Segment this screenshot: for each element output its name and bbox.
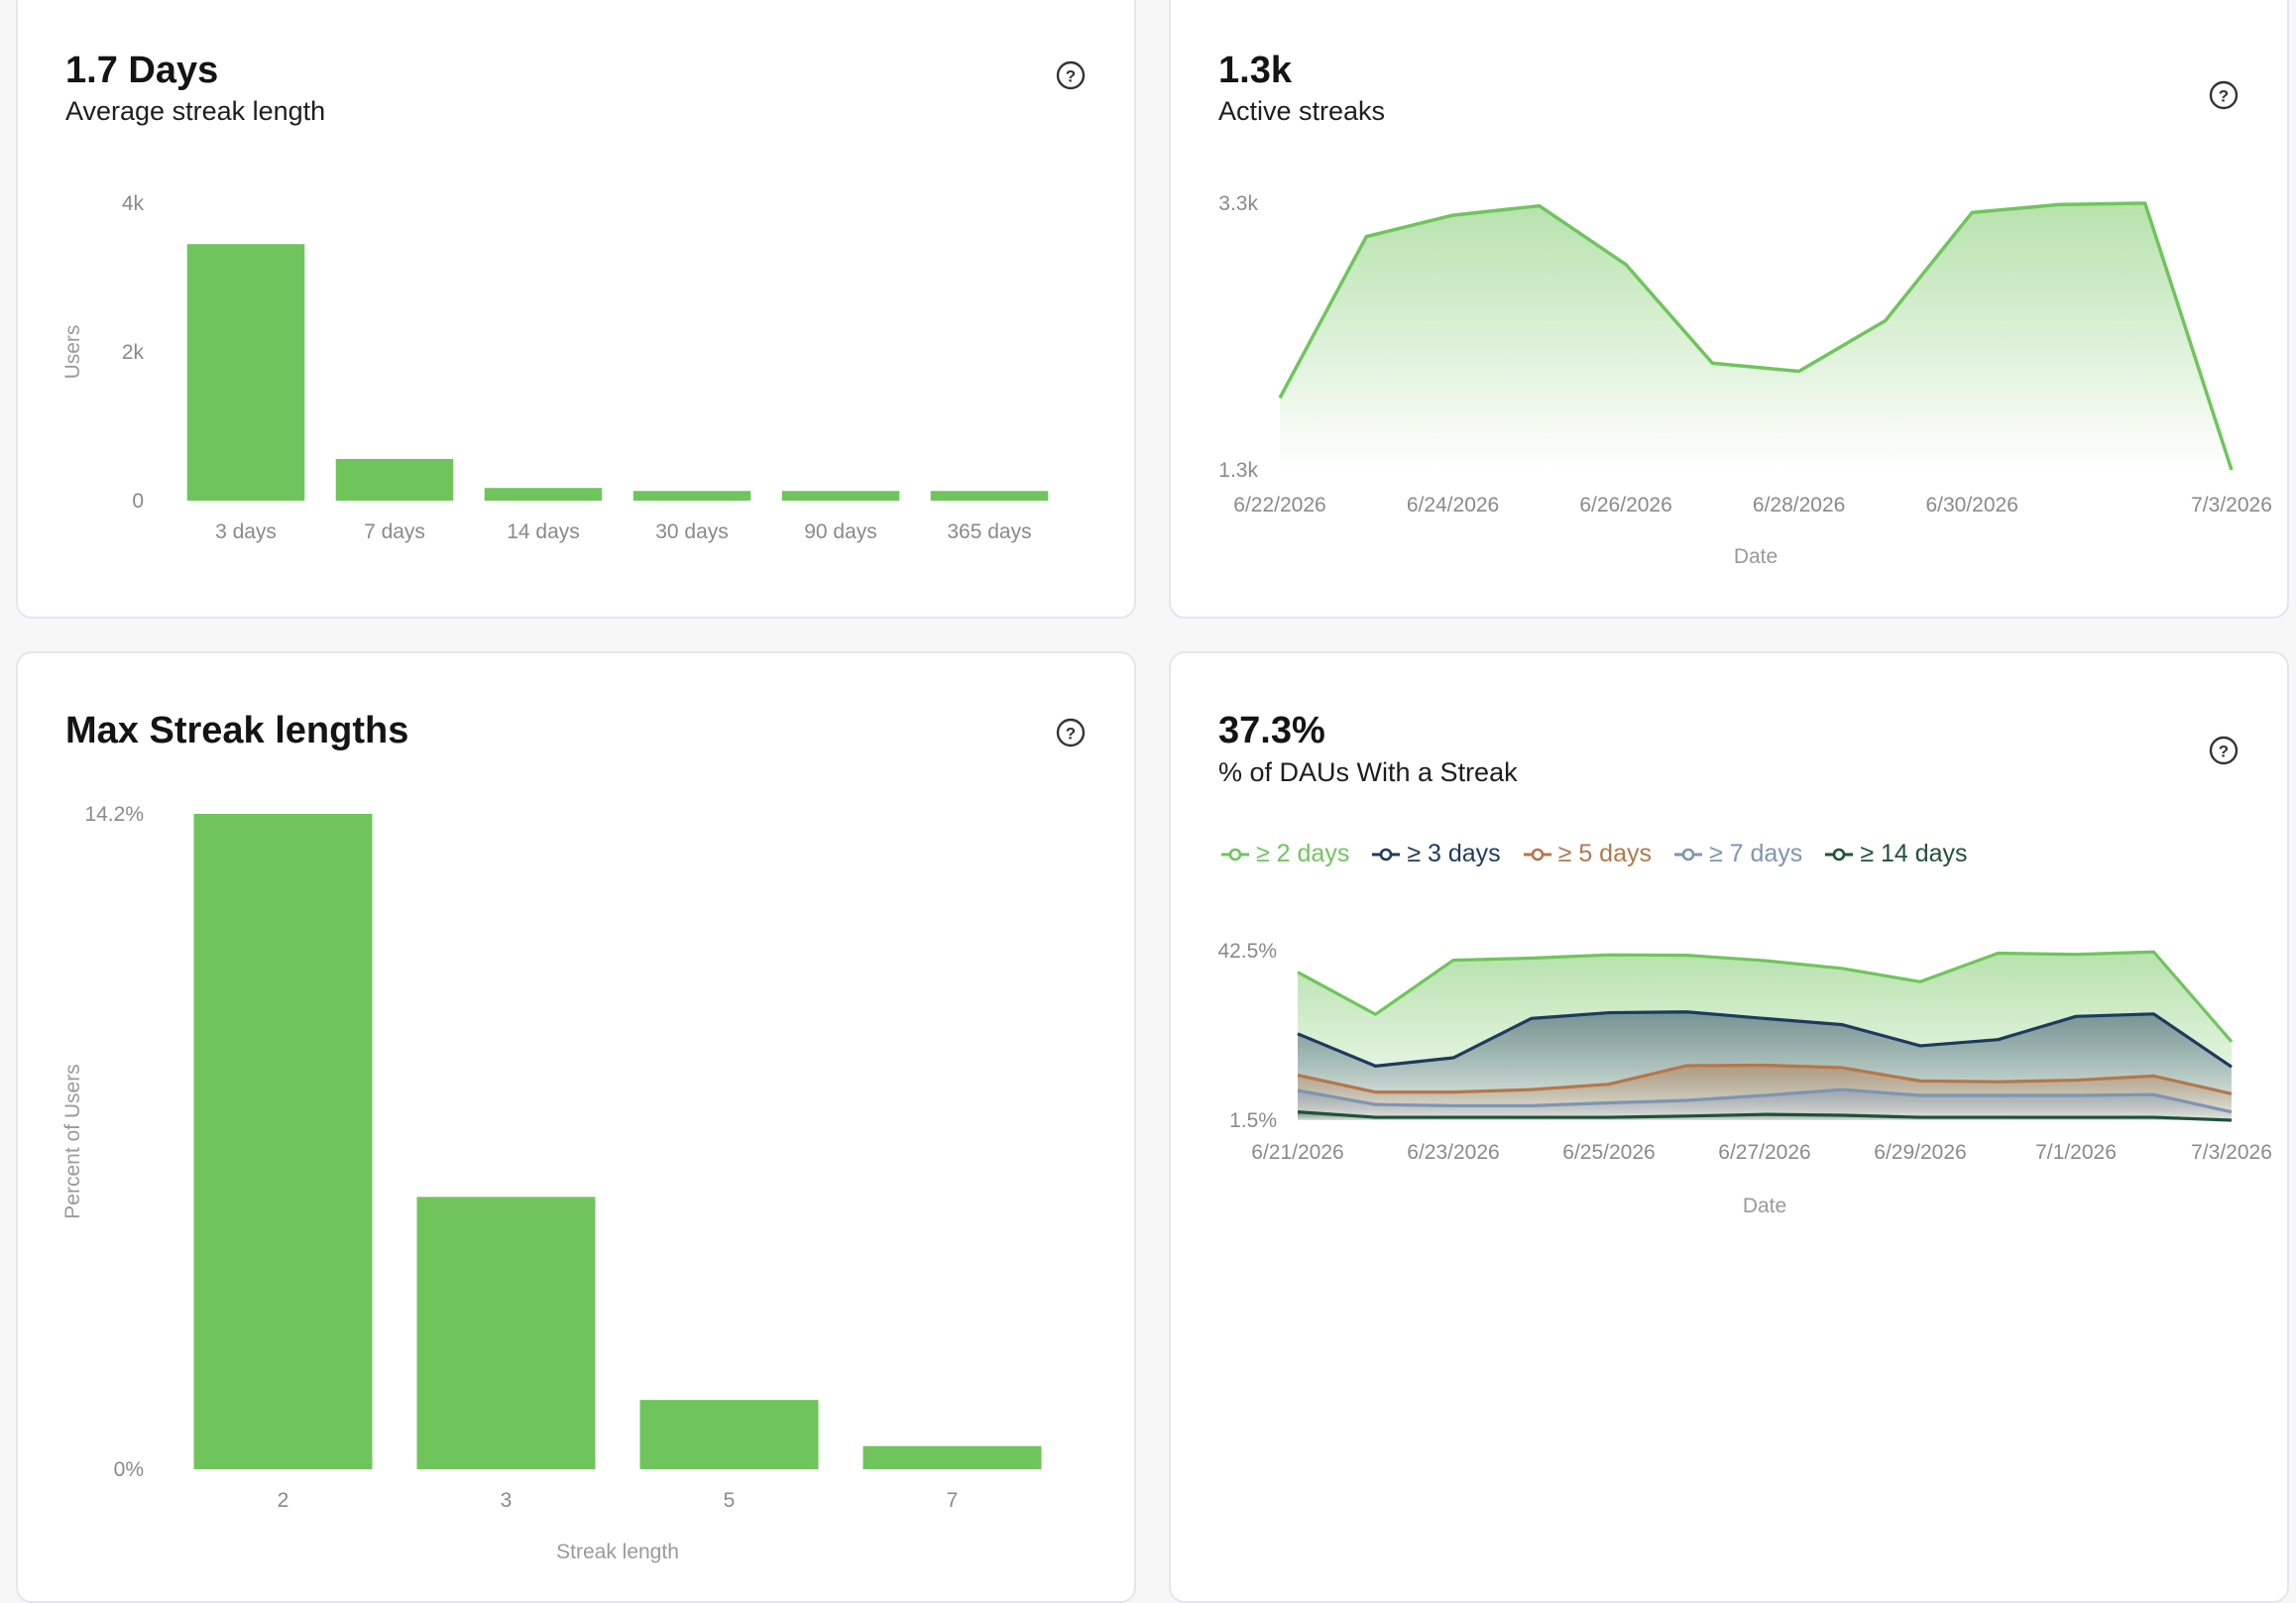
series-line — [1297, 950, 2234, 1043]
legend-label: ≥ 7 days — [1708, 840, 1803, 867]
y-tick-label: 0 — [132, 490, 144, 513]
svg-text:?: ? — [2219, 743, 2229, 761]
legend-item[interactable]: ≥ 2 days — [1220, 840, 1349, 868]
average-streak-length-card: 1.7 Days Average streak length ? 3 days 7… — [16, 0, 1136, 619]
bar — [335, 459, 454, 501]
x-tick-label: 3 — [501, 1489, 513, 1512]
series-line — [1297, 1063, 2233, 1095]
active-streaks-area-chart: 1.3k 3.3k 6/22/2026 6/24/2026 6/26/2026 6/28/… — [1218, 192, 2272, 568]
card-subtitle: Active streaks — [1218, 96, 1386, 126]
x-tick-label: 6/25/2026 — [1562, 1141, 1655, 1164]
x-tick-label: 7/1/2026 — [2035, 1141, 2117, 1164]
card-title: Max Streak lengths — [65, 710, 409, 751]
svg-text:?: ? — [2219, 87, 2229, 106]
card-subtitle: % of DAUs With a Streak — [1218, 757, 1518, 787]
bar — [416, 1197, 596, 1469]
series-area — [1298, 1089, 2232, 1120]
series-line — [1297, 1088, 2233, 1114]
y-tick-label: 3.3k — [1218, 192, 1258, 215]
max-streak-bar-chart: 2 3 5 7 0% 14.2% Percent of Users Streak length — [61, 803, 1042, 1563]
legend-item[interactable]: ≥ 7 days — [1673, 840, 1802, 868]
y-tick-label: 1.3k — [1218, 459, 1258, 482]
x-tick-label: 3 days — [215, 520, 277, 543]
x-tick-label: 6/26/2026 — [1579, 494, 1671, 516]
dau-with-streak-card: 37.3% % of DAUs With a Streak ? ≥ 2 days… — [1169, 651, 2289, 1603]
legend-label: ≥ 5 days — [1557, 840, 1652, 867]
bar — [862, 1445, 1042, 1469]
card-title: 37.3% — [1218, 710, 1325, 751]
legend-item[interactable]: ≥ 3 days — [1371, 840, 1501, 868]
series-area — [1280, 203, 2232, 470]
x-tick-label: 365 days — [947, 520, 1031, 543]
x-tick-label: 14 days — [507, 520, 580, 543]
legend-label: ≥ 14 days — [1860, 840, 1968, 867]
y-tick-label: 0% — [114, 1458, 144, 1481]
bar — [639, 1400, 819, 1469]
y-axis-title: Users — [61, 325, 84, 380]
bar — [781, 491, 900, 501]
help-icon[interactable]: ? — [2208, 79, 2239, 111]
help-icon[interactable]: ? — [1055, 717, 1087, 748]
x-tick-label: 2 — [278, 1489, 289, 1512]
legend-label: ≥ 3 days — [1407, 840, 1501, 867]
card-title: 1.7 Days — [65, 50, 219, 91]
y-tick-label: 1.5% — [1229, 1109, 1277, 1132]
series-line — [1278, 201, 2234, 471]
svg-text:?: ? — [1066, 67, 1076, 86]
chart-legend: ≥ 2 days ≥ 3 days ≥ 5 days ≥ 7 days ≥ 14 day… — [1220, 840, 1968, 868]
legend-marker-icon — [1221, 848, 1249, 860]
x-axis-title: Streak length — [556, 1541, 679, 1563]
bar — [930, 491, 1049, 501]
card-title: 1.3k — [1218, 50, 1292, 91]
svg-text:?: ? — [1066, 725, 1076, 744]
legend-item[interactable]: ≥ 14 days — [1824, 840, 1968, 868]
card-subtitle: Average streak length — [65, 96, 326, 126]
help-icon[interactable]: ? — [1055, 59, 1087, 91]
legend-marker-icon — [1673, 848, 1702, 860]
x-tick-label: 7 days — [364, 520, 425, 543]
legend-marker-icon — [1523, 848, 1551, 860]
x-tick-label: 6/23/2026 — [1407, 1141, 1499, 1164]
active-streaks-card: 1.3k Active streaks ? 1.3k 3.3k 6/22/2026 6… — [1169, 0, 2289, 619]
help-icon[interactable]: ? — [2208, 735, 2239, 766]
dau-streak-area-chart: 1.5% 42.5% 6/21/2026 6/23/2026 6/25/2026 6/27… — [1217, 940, 2272, 1217]
x-axis-title: Date — [1743, 1195, 1786, 1217]
legend-marker-icon — [1825, 848, 1854, 860]
x-tick-label: 30 days — [655, 520, 729, 543]
x-tick-label: 6/30/2026 — [1925, 494, 2017, 516]
y-tick-label: 2k — [122, 341, 145, 364]
y-axis-title: Percent of Users — [61, 1064, 84, 1218]
x-axis-title: Date — [1734, 545, 1778, 568]
streak-length-bar-chart: 3 days 7 days 14 days 30 days 90 days 365 day… — [61, 192, 1049, 543]
x-tick-label: 7/3/2026 — [2191, 494, 2272, 516]
x-tick-label: 5 — [724, 1489, 736, 1512]
bar — [632, 491, 751, 501]
x-tick-label: 7 — [947, 1489, 959, 1512]
bar — [186, 244, 305, 501]
max-streak-lengths-card: Max Streak lengths ? 2 3 5 7 0% 14.2% Percent … — [16, 651, 1136, 1603]
y-tick-label: 4k — [122, 192, 145, 215]
x-tick-label: 90 days — [804, 520, 877, 543]
y-tick-label: 14.2% — [84, 803, 144, 826]
legend-marker-icon — [1372, 848, 1401, 860]
x-tick-label: 6/29/2026 — [1874, 1141, 1966, 1164]
x-tick-label: 6/22/2026 — [1233, 494, 1325, 516]
x-tick-label: 6/24/2026 — [1407, 494, 1499, 516]
series-line — [1297, 1010, 2233, 1069]
x-tick-label: 7/3/2026 — [2191, 1141, 2272, 1164]
x-tick-label: 6/27/2026 — [1718, 1141, 1810, 1164]
bar — [193, 814, 373, 1469]
x-tick-label: 6/28/2026 — [1753, 494, 1845, 516]
series-line — [1297, 1110, 2233, 1122]
legend-item[interactable]: ≥ 5 days — [1523, 840, 1652, 868]
legend-label: ≥ 2 days — [1256, 840, 1350, 867]
y-tick-label: 42.5% — [1217, 940, 1277, 963]
bar — [484, 488, 603, 501]
x-tick-label: 6/21/2026 — [1251, 1141, 1343, 1164]
